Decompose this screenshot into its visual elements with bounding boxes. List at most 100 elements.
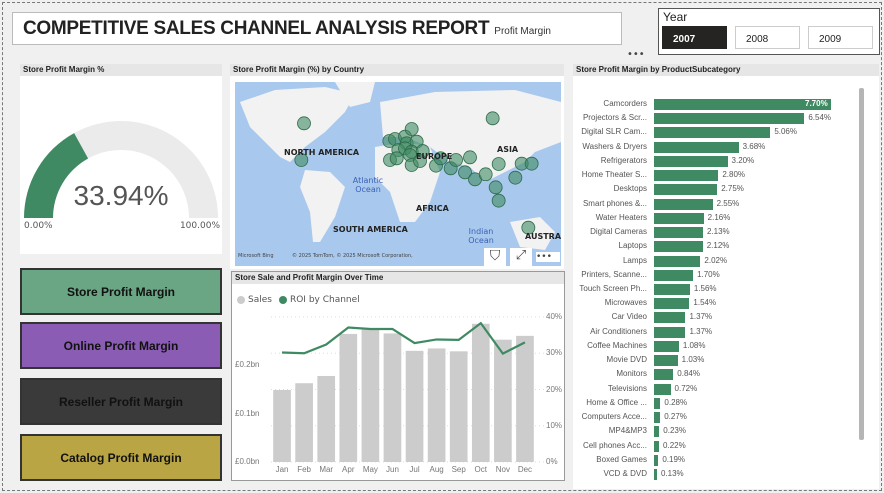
country-bubble[interactable] [404,122,419,136]
sales-bar[interactable] [494,339,512,462]
bar[interactable] [654,383,671,395]
x-axis-tick: Feb [297,465,312,474]
bar[interactable] [654,99,831,110]
sales-bar[interactable] [339,333,358,462]
bar[interactable] [654,340,679,352]
bar-value-label: 0.22% [663,440,686,450]
bar[interactable] [654,454,659,466]
year-option-2007[interactable]: 2007 [662,26,727,49]
country-bubble[interactable] [458,165,472,180]
country-bubble[interactable] [294,153,309,167]
reseller-profit-margin-button[interactable]: Reseller Profit Margin [20,378,222,425]
gauge-min-label: 0.00% [24,221,53,231]
country-bubble[interactable] [463,150,477,165]
country-bubble[interactable] [297,116,311,131]
bar[interactable] [654,468,657,480]
bar-label: Home Theater S... [581,170,647,180]
country-bubble[interactable] [449,153,463,167]
sales-bar[interactable] [383,333,402,462]
bar-label: Digital Cameras [590,227,647,237]
country-bubble[interactable] [488,180,503,195]
country-bubble[interactable] [389,151,404,166]
page-title: COMPETITIVE SALES CHANNEL ANALYSIS REPOR… [23,17,490,39]
legend-roi[interactable]: ROI by Channel [289,295,360,305]
gauge-title: Store Profit Margin % [20,64,222,76]
sales-bar[interactable] [361,329,380,462]
more-options-icon[interactable]: ••• [536,252,560,262]
bar-value-label: 2.12% [706,241,730,251]
bar-label: Desktops [613,184,647,194]
x-axis-tick: Dec [517,465,533,474]
bar[interactable] [654,170,719,182]
bar[interactable] [654,283,690,295]
country-bubble[interactable] [485,111,500,126]
sales-bar[interactable] [516,335,534,462]
bar[interactable] [654,312,686,324]
bar-label: Laptops [618,241,647,251]
bar[interactable] [654,127,771,139]
bar[interactable] [654,397,661,409]
bar[interactable] [654,212,704,224]
roi-line[interactable] [282,321,526,356]
bar[interactable] [654,141,739,153]
sales-bar[interactable] [317,375,336,462]
bar-chart-title: Store Profit Margin by ProductSubcategor… [573,64,879,76]
sales-over-time-panel: Store Sale and Profit Margin Over Time S… [231,271,565,481]
store-profit-margin-button[interactable]: Store Profit Margin [20,268,222,315]
bar[interactable] [654,241,703,253]
south-america-land [300,170,345,242]
bar-label: Televisions [607,383,647,393]
bar-value-label: 0.19% [662,454,686,464]
country-bubble[interactable] [524,156,539,171]
bar-value-label: 6.54% [808,113,832,123]
sales-bar[interactable] [295,383,313,462]
year-slicer: Year 2007 2008 2009 [658,8,880,55]
year-option-2009[interactable]: 2009 [808,26,873,49]
right-axis-tick: 40% [546,312,563,321]
world-map[interactable] [235,82,561,266]
scrollbar[interactable] [859,88,864,440]
catalog-profit-margin-button[interactable]: Catalog Profit Margin [20,434,222,481]
online-profit-margin-button[interactable]: Online Profit Margin [20,322,222,369]
country-bubble[interactable] [491,157,506,171]
bar-value-label: 2.75% [721,184,744,194]
country-bubble[interactable] [521,220,536,235]
label-north-america: NORTH AMERICA [284,148,360,157]
bar-label: Refrigerators [600,155,647,165]
bar-label: Home & Office ... [586,397,647,407]
sales-bar[interactable] [471,323,490,462]
sales-bar[interactable] [449,351,468,462]
bar[interactable] [654,255,701,267]
bar[interactable] [654,326,686,338]
country-bubble[interactable] [433,151,448,166]
left-axis-tick: £0.2bn [235,360,260,370]
legend-sales[interactable]: Sales [248,295,272,305]
bar[interactable] [654,426,660,438]
filter-icon[interactable]: ⛉ [484,248,506,268]
sales-bar[interactable] [405,350,424,462]
bar[interactable] [654,198,713,210]
focus-mode-icon[interactable]: ⤢ [510,248,532,268]
more-options-icon[interactable]: ••• [627,49,645,60]
country-bubble[interactable] [413,154,427,168]
country-bubble[interactable] [508,170,523,185]
bar[interactable] [654,227,703,239]
bar[interactable] [654,298,690,310]
bar[interactable] [654,113,805,125]
country-bubble[interactable] [478,167,493,182]
right-axis-tick: 0% [546,457,558,466]
gauge-fill [24,133,89,218]
label-asia: ASIA [497,145,519,154]
right-axis-tick: 30% [546,348,563,358]
bar[interactable] [654,155,728,167]
bar[interactable] [654,269,694,281]
sales-bar[interactable] [427,348,446,462]
bar[interactable] [654,355,678,367]
bar[interactable] [654,184,718,196]
bar[interactable] [654,412,661,424]
bar[interactable] [654,440,660,452]
bar[interactable] [654,369,674,381]
country-bubble[interactable] [491,193,506,208]
sales-bar[interactable] [273,389,291,462]
year-option-2008[interactable]: 2008 [735,26,800,49]
